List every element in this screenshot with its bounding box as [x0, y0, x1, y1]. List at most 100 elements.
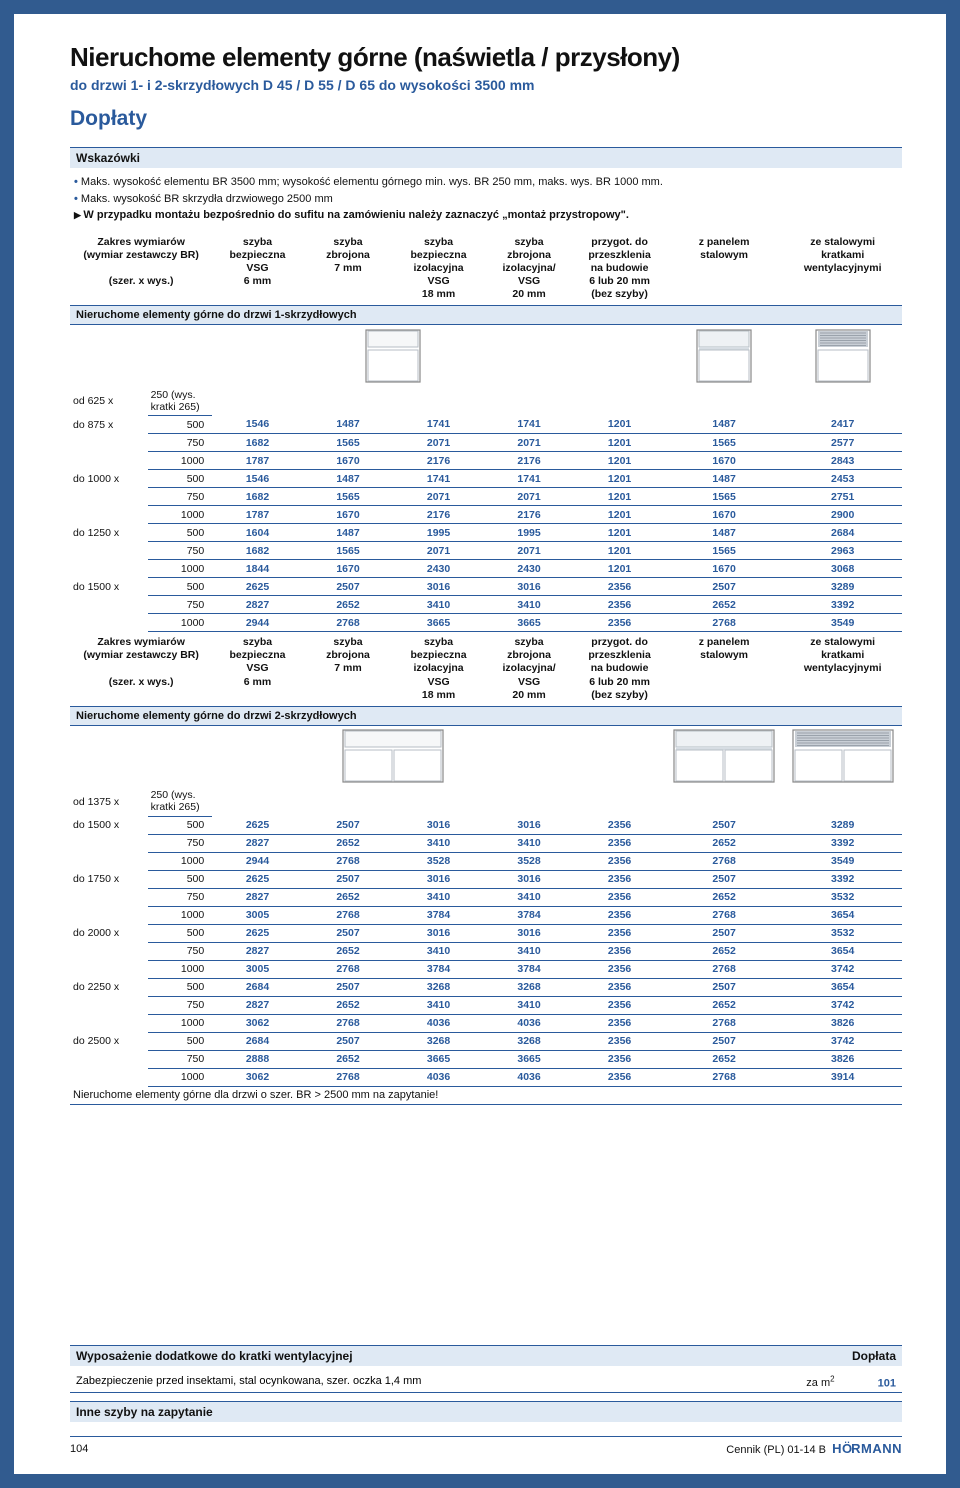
price-cell: 3410: [484, 596, 575, 614]
price-cell: 3068: [783, 560, 902, 578]
price-cell: 2356: [574, 834, 665, 852]
price-cell: 2356: [574, 816, 665, 834]
price-cell: 3410: [393, 596, 484, 614]
price-cell: 1565: [665, 434, 784, 452]
table-row: 1000 1844167024302430120116703068: [70, 560, 902, 578]
price-cell: 4036: [484, 1014, 575, 1032]
illus-panel-icon: [695, 328, 753, 384]
price-cell: 3528: [484, 852, 575, 870]
price-cell: 2652: [303, 888, 394, 906]
price-cell: 4036: [484, 1068, 575, 1086]
col-vsg6: szybabezpiecznaVSG6 mm: [212, 232, 303, 306]
table-row: 750 2827265234103410235626523392: [70, 596, 902, 614]
price-cell: 1682: [212, 488, 303, 506]
price-cell: 2843: [783, 452, 902, 470]
col-panel: z panelemstalowym: [665, 632, 784, 707]
price-cell: 2356: [574, 996, 665, 1014]
table-row: do 2500 x 500 26842507326832682356250737…: [70, 1032, 902, 1050]
col-grille: ze stalowymikratkamiwentylacyjnymi: [783, 232, 902, 306]
price-cell: 2652: [665, 996, 784, 1014]
price-cell: 1201: [574, 488, 665, 506]
price-cell: 2356: [574, 1032, 665, 1050]
price-cell: 2071: [393, 488, 484, 506]
price-cell: 1787: [212, 452, 303, 470]
extras-row-text: Zabezpieczenie przed insektami, stal ocy…: [76, 1375, 421, 1390]
price-cell: 2507: [303, 816, 394, 834]
price-cell: 1201: [574, 542, 665, 560]
price-cell: 1487: [665, 416, 784, 434]
hints-bar: Wskazówki: [70, 147, 902, 168]
col-prep: przygot. doprzeszkleniana budowie6 lub 2…: [574, 232, 665, 306]
price-cell: 2652: [303, 1050, 394, 1068]
table-row: 1000 3062276840364036235627683826: [70, 1014, 902, 1032]
price-cell: 4036: [393, 1014, 484, 1032]
price-cell: 2768: [303, 1068, 394, 1086]
extras-bar-left: Wyposażenie dodatkowe do kratki wentylac…: [76, 1349, 353, 1363]
price-cell: 2356: [574, 906, 665, 924]
price-cell: 1201: [574, 470, 665, 488]
page-subtitle: do drzwi 1- i 2-skrzydłowych D 45 / D 55…: [70, 77, 902, 93]
price-cell: 2071: [393, 542, 484, 560]
price-cell: 1201: [574, 506, 665, 524]
price-cell: 1487: [665, 470, 784, 488]
price-cell: 3005: [212, 906, 303, 924]
hints-list: Maks. wysokość elementu BR 3500 mm; wyso…: [74, 174, 902, 224]
price-cell: 1565: [665, 542, 784, 560]
illus-panel-icon: [672, 728, 776, 784]
extras-bar2: Inne szyby na zapytanie: [70, 1401, 902, 1422]
price-cell: 2507: [303, 578, 394, 596]
price-cell: 2356: [574, 852, 665, 870]
price-cell: 3549: [783, 852, 902, 870]
price-cell: 3410: [393, 996, 484, 1014]
table-row: 750 2888265236653665235626523826: [70, 1050, 902, 1068]
col-vsg18: szybabezpiecznaizolacyjnaVSG18 mm: [393, 232, 484, 306]
price-cell: 2652: [303, 596, 394, 614]
table-row: 750 1682156520712071120115652577: [70, 434, 902, 452]
price-cell: 3784: [484, 960, 575, 978]
price-cell: 3532: [783, 924, 902, 942]
price-cell: 3016: [484, 924, 575, 942]
table-row: 750 2827265234103410235626523742: [70, 996, 902, 1014]
price-cell: 3268: [484, 978, 575, 996]
price-cell: 2625: [212, 870, 303, 888]
price-cell: 3665: [484, 1050, 575, 1068]
price-cell: 2356: [574, 888, 665, 906]
price-table: Zakres wymiarów(wymiar zestawczy BR)(sze…: [70, 232, 902, 1105]
price-cell: 2507: [303, 978, 394, 996]
price-cell: 2768: [303, 906, 394, 924]
price-cell: 2888: [212, 1050, 303, 1068]
price-cell: 2768: [665, 960, 784, 978]
price-cell: 1201: [574, 434, 665, 452]
illus-glass-icon: [364, 328, 422, 384]
illus-grille-icon: [791, 728, 895, 784]
price-cell: 2071: [393, 434, 484, 452]
price-cell: 1546: [212, 470, 303, 488]
price-cell: 3062: [212, 1014, 303, 1032]
col-zbr7: szybazbrojona7 mm: [303, 232, 394, 306]
price-cell: 3826: [783, 1050, 902, 1068]
price-cell: 1995: [393, 524, 484, 542]
price-cell: 2507: [665, 578, 784, 596]
extras-block: Wyposażenie dodatkowe do kratki wentylac…: [70, 1345, 902, 1423]
price-cell: 2507: [303, 1032, 394, 1050]
price-cell: 2507: [665, 816, 784, 834]
illus-grille-icon: [814, 328, 872, 384]
price-cell: 3410: [484, 942, 575, 960]
price-cell: 1201: [574, 524, 665, 542]
price-cell: 3784: [393, 906, 484, 924]
table-row: 1000 3005276837843784235627683654: [70, 906, 902, 924]
price-cell: 3392: [783, 834, 902, 852]
price-cell: 3410: [484, 996, 575, 1014]
price-cell: 2356: [574, 596, 665, 614]
price-cell: 2768: [665, 614, 784, 632]
col-vsg20: szybazbrojonaizolacyjna/VSG20 mm: [484, 232, 575, 306]
price-cell: 2356: [574, 960, 665, 978]
footer-right: Cennik (PL) 01-14 B: [726, 1444, 826, 1456]
price-cell: 1670: [303, 452, 394, 470]
price-cell: 1487: [303, 470, 394, 488]
price-cell: 2768: [665, 906, 784, 924]
price-cell: 3784: [484, 906, 575, 924]
price-cell: 3784: [393, 960, 484, 978]
price-cell: 2625: [212, 924, 303, 942]
price-cell: 3392: [783, 596, 902, 614]
